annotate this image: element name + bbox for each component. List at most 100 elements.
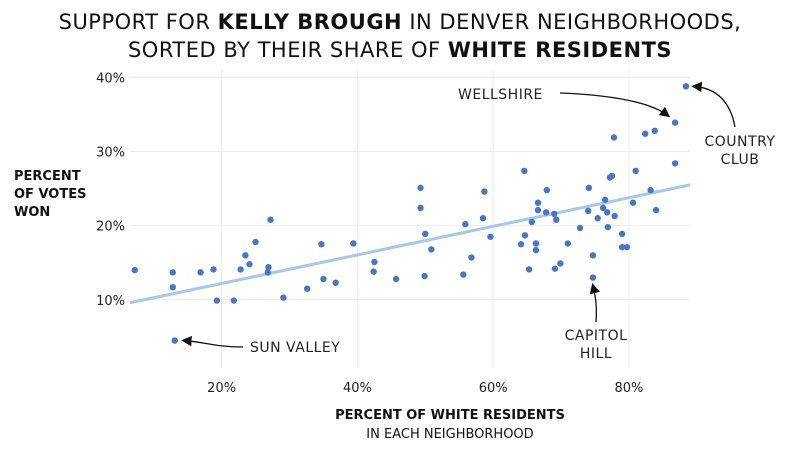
data-point	[421, 272, 428, 280]
y-label-line: OF VOTES	[14, 187, 87, 202]
data-point	[517, 241, 525, 248]
y-tick-label: 20%	[96, 220, 125, 235]
data-point	[682, 83, 690, 90]
data-point	[303, 285, 311, 292]
data-point	[603, 209, 611, 216]
annotation-label: SUN VALLEY	[250, 340, 340, 356]
x-tick-label: 20%	[207, 381, 236, 396]
data-point	[651, 127, 658, 134]
data-point	[242, 252, 249, 259]
data-point	[599, 204, 607, 212]
annotation-arrow	[559, 92, 671, 118]
y-axis-label: PERCENT OF VOTES WON	[14, 168, 86, 222]
data-point	[252, 238, 259, 246]
data-point	[618, 230, 626, 238]
title-text: SUPPORT FOR	[58, 10, 218, 34]
data-point	[584, 207, 592, 215]
data-point	[564, 240, 572, 247]
data-point	[534, 199, 542, 206]
annotation-label: COUNTRY	[705, 134, 776, 150]
trend-line	[129, 183, 691, 305]
data-point	[267, 216, 274, 223]
data-point	[553, 216, 560, 223]
data-point	[370, 268, 377, 275]
data-point	[589, 252, 597, 259]
chart-title-line1: SUPPORT FOR KELLY BROUGH IN DENVER NEIGH…	[0, 10, 800, 34]
data-point	[332, 279, 339, 286]
data-point	[604, 223, 612, 231]
data-point	[642, 130, 649, 137]
annotation-arrow	[691, 81, 736, 128]
data-point	[350, 240, 357, 247]
data-point	[131, 266, 138, 274]
data-point	[468, 254, 475, 261]
data-point	[618, 243, 626, 251]
data-point	[589, 274, 597, 281]
data-point	[264, 269, 271, 276]
x-tick-label: 60%	[479, 381, 508, 396]
data-point	[611, 212, 618, 220]
data-point	[462, 220, 469, 228]
data-point	[320, 275, 327, 283]
data-point	[601, 196, 609, 203]
data-point	[534, 206, 542, 214]
data-point	[392, 275, 400, 283]
data-point	[197, 269, 204, 276]
data-point	[417, 184, 424, 192]
data-point	[422, 230, 429, 238]
data-point	[521, 167, 528, 175]
data-point	[576, 224, 584, 232]
title-bold: KELLY BROUGH	[217, 10, 403, 34]
x-axis-label: PERCENT OF WHITE RESIDENTS	[335, 408, 565, 423]
title-text: IN DENVER NEIGHBORHOODS,	[402, 10, 742, 34]
y-tick-label: 40%	[96, 71, 125, 86]
data-point	[521, 232, 529, 239]
title-bold: WHITE RESIDENTS	[447, 38, 673, 62]
data-point	[608, 172, 616, 180]
data-point	[246, 261, 253, 268]
data-point	[479, 215, 487, 222]
data-point	[169, 269, 176, 276]
y-tick-label: 30%	[96, 146, 125, 161]
data-point	[280, 294, 287, 301]
x-axis-sublabel: IN EACH NEIGHBORHOOD	[366, 427, 534, 442]
data-point	[210, 266, 217, 273]
data-point	[532, 240, 540, 247]
y-label-line: PERCENT	[14, 169, 81, 184]
title-text: SORTED BY THEIR SHARE OF	[127, 38, 448, 62]
annotation-label: CLUB	[721, 152, 760, 168]
data-point	[481, 188, 488, 195]
data-point	[652, 206, 660, 214]
x-tick-label: 80%	[614, 381, 643, 396]
data-point	[428, 246, 435, 253]
chart-title-line2: SORTED BY THEIR SHARE OF WHITE RESIDENTS	[0, 38, 800, 62]
data-point	[230, 297, 238, 304]
annotation-arrow	[589, 283, 600, 323]
data-point	[551, 210, 558, 218]
data-point	[551, 265, 559, 272]
data-point	[671, 160, 679, 167]
data-point	[487, 233, 494, 240]
data-point	[371, 258, 378, 266]
data-point	[623, 243, 631, 251]
data-point	[543, 186, 550, 194]
data-point	[647, 186, 654, 194]
data-point	[460, 271, 467, 278]
data-point	[265, 263, 272, 271]
data-point	[632, 167, 639, 175]
data-point	[169, 283, 176, 291]
data-point	[525, 266, 533, 273]
data-point	[585, 184, 593, 192]
annotation-label: WELLSHIRE	[458, 87, 543, 103]
data-point	[171, 337, 178, 344]
data-point	[671, 119, 679, 126]
data-point	[542, 209, 550, 216]
y-tick-label: 10%	[96, 294, 125, 309]
data-point	[629, 199, 637, 206]
y-label-line: WON	[14, 205, 51, 220]
data-point	[417, 204, 424, 212]
x-tick-label: 40%	[343, 381, 372, 396]
data-point	[594, 215, 601, 222]
